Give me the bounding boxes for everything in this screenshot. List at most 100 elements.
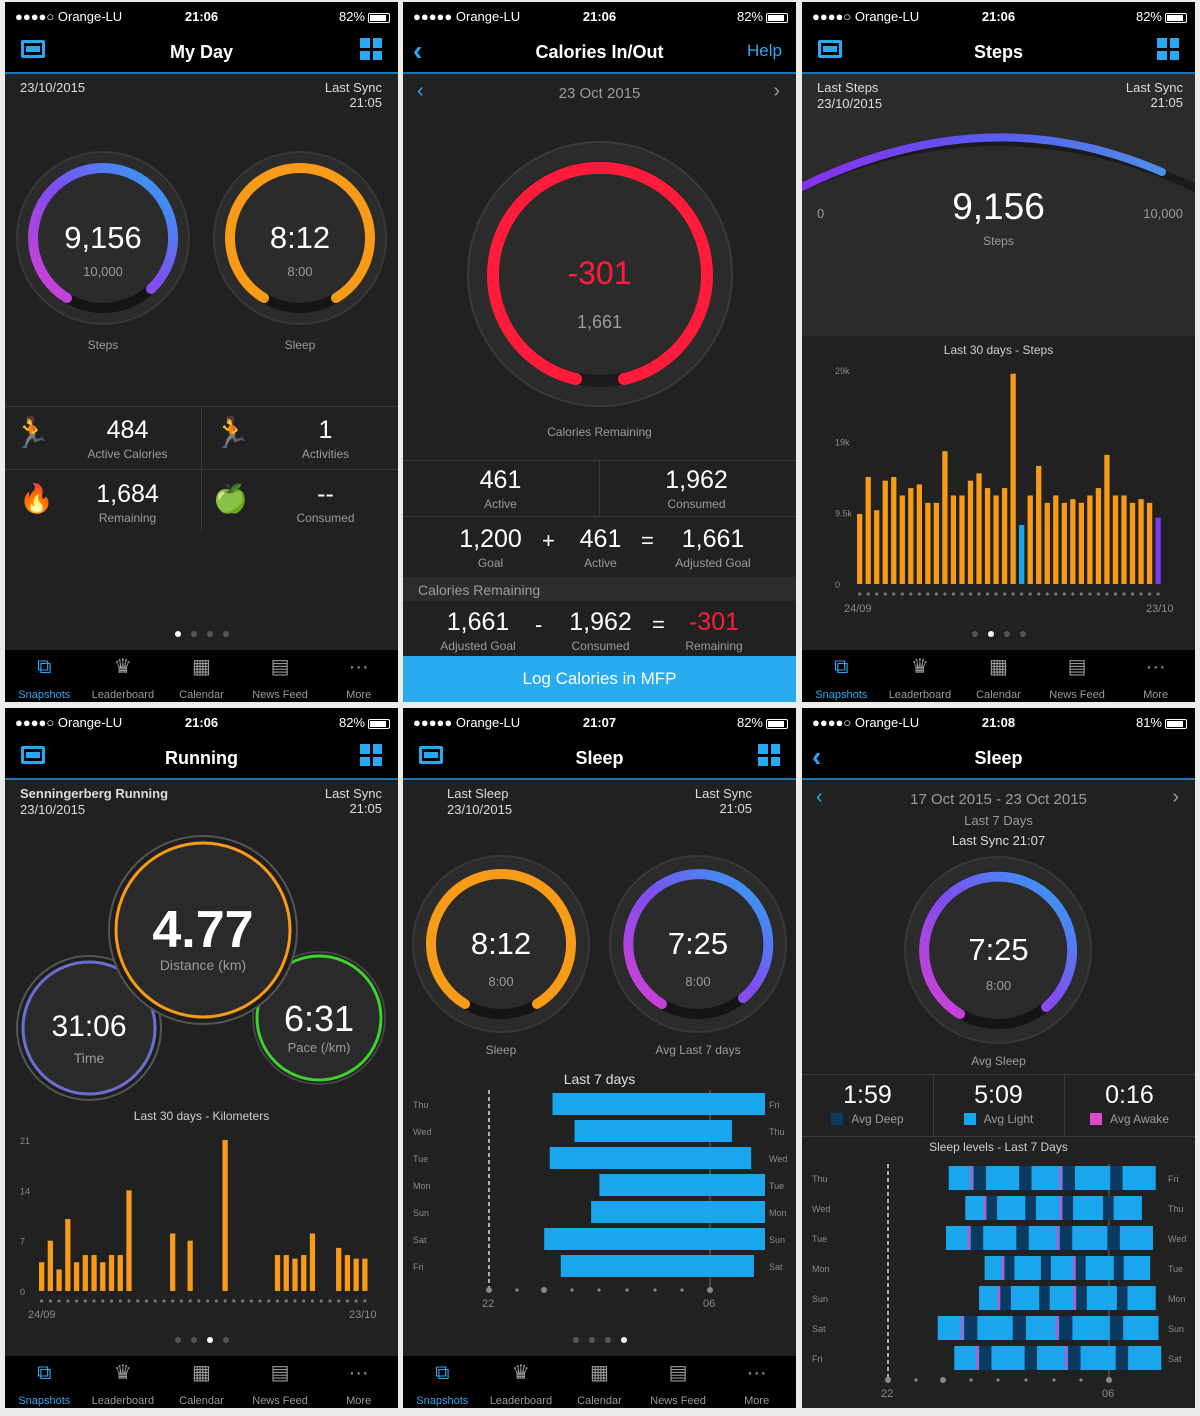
tab-leaderboard[interactable]: ♛ Leaderboard — [84, 1356, 163, 1408]
x-dot — [977, 592, 981, 596]
tab-leaderboard[interactable]: ♛ Leaderboard — [84, 650, 163, 702]
divider — [933, 1074, 934, 1136]
prev-week-icon[interactable]: ‹ — [816, 786, 823, 808]
tab-more[interactable]: ··· More — [1116, 650, 1195, 702]
x-dot — [1147, 592, 1152, 596]
activities-stat[interactable]: 1 Activities — [263, 416, 388, 461]
sleep-ring[interactable] — [225, 163, 375, 303]
remaining-arc[interactable] — [487, 161, 713, 385]
tab-more[interactable]: ··· More — [319, 650, 398, 702]
next-week-icon[interactable]: › — [1172, 786, 1179, 808]
sync-label: Last Sync 21:07 — [951, 833, 1046, 848]
deep-segment — [1107, 1226, 1120, 1250]
tab-news-feed[interactable]: ▤ News Feed — [639, 1356, 718, 1408]
sleep-label: Sleep — [284, 338, 316, 352]
divider — [802, 1074, 1195, 1075]
grid-icon[interactable] — [360, 744, 382, 766]
tab-leaderboard[interactable]: ♛ Leaderboard — [482, 1356, 561, 1408]
remaining-stat[interactable]: 1,684 Remaining — [65, 480, 190, 525]
log-calories-button[interactable]: Log Calories in MFP — [403, 656, 796, 702]
km-bar — [283, 1255, 289, 1291]
steps-bar — [891, 477, 897, 584]
more-icon: ··· — [348, 656, 369, 678]
tab-label: Calendar — [577, 1395, 622, 1407]
deep-segment — [1024, 1346, 1038, 1370]
x-dot — [206, 1299, 210, 1303]
page-indicator[interactable] — [5, 1337, 398, 1343]
inbox-icon[interactable] — [21, 746, 45, 764]
help-button[interactable]: Help — [747, 41, 782, 60]
pace-bubble[interactable] — [255, 954, 383, 1082]
grid-icon[interactable] — [1157, 38, 1179, 60]
tab-calendar[interactable]: ▦ Calendar — [162, 1356, 241, 1408]
tab-news-feed[interactable]: ▤ News Feed — [1038, 650, 1117, 702]
date: 23 Oct 2015 — [558, 85, 641, 102]
remaining-value: -301 — [567, 255, 632, 291]
x-dot — [83, 1299, 87, 1303]
tab-label: Snapshots — [18, 689, 71, 701]
x-dot — [136, 1299, 140, 1303]
avg-sleep-ring[interactable] — [919, 871, 1078, 1019]
x-end-label: 06 — [703, 1298, 715, 1310]
last-sleep-ring[interactable] — [426, 869, 576, 1009]
day-label-right: Wed — [769, 1154, 787, 1164]
tab-label: Leaderboard — [91, 689, 155, 701]
time-bubble[interactable] — [21, 960, 157, 1096]
avg-sleep-ring[interactable] — [623, 869, 774, 1009]
tab-label: Leaderboard — [489, 1395, 553, 1407]
x-start-label: 22 — [881, 1388, 893, 1400]
page-indicator[interactable] — [403, 1337, 796, 1343]
inbox-icon[interactable] — [818, 40, 842, 58]
x-start-label: 24/09 — [28, 1309, 56, 1321]
tab-more[interactable]: ··· More — [717, 1356, 796, 1408]
x-dot — [319, 1299, 323, 1303]
distance-bubble[interactable] — [114, 841, 292, 1019]
prev-day-icon[interactable]: ‹ — [417, 80, 424, 102]
tab-calendar[interactable]: ▦ Calendar — [560, 1356, 639, 1408]
active-calories-stat[interactable]: 484 Active Calories — [65, 416, 190, 461]
clock: 21:06 — [184, 715, 219, 730]
adjusted-goal-term-value: 1,661 — [446, 608, 510, 636]
page-indicator[interactable] — [5, 631, 398, 637]
tab-calendar[interactable]: ▦ Calendar — [959, 650, 1038, 702]
nav-bar: ‹ Sleep — [802, 738, 1195, 780]
tab-snapshots[interactable]: ⧉ Snapshots — [403, 1356, 482, 1408]
tab-snapshots[interactable]: ⧉ Snapshots — [802, 650, 881, 702]
deep-segment — [964, 1316, 978, 1340]
page-indicator[interactable] — [802, 631, 1195, 637]
next-day-icon[interactable]: › — [773, 80, 780, 102]
inbox-icon[interactable] — [419, 746, 443, 764]
grid-icon[interactable] — [758, 744, 780, 766]
tab-news-feed[interactable]: ▤ News Feed — [241, 1356, 320, 1408]
avg-deep-stat: 1:59 Avg Deep — [802, 1081, 933, 1126]
tab-leaderboard[interactable]: ♛ Leaderboard — [881, 650, 960, 702]
tab-more[interactable]: ··· More — [319, 1356, 398, 1408]
steps-ring[interactable] — [28, 163, 179, 303]
tab-snapshots[interactable]: ⧉ Snapshots — [5, 650, 84, 702]
battery: 82% — [737, 715, 788, 730]
tab-snapshots[interactable]: ⧉ Snapshots — [5, 1356, 84, 1408]
tab-calendar[interactable]: ▦ Calendar — [162, 650, 241, 702]
x-dot — [1106, 1377, 1112, 1383]
tab-label: Calendar — [179, 1395, 224, 1407]
steps-bar — [916, 484, 922, 584]
divider — [1064, 1074, 1065, 1136]
battery: 82% — [339, 715, 390, 730]
tab-label: News Feed — [252, 1395, 308, 1407]
x-dot — [597, 1288, 601, 1292]
x-dot — [1122, 592, 1126, 596]
inbox-icon[interactable] — [21, 40, 45, 58]
newspaper-icon: ▤ — [668, 1362, 688, 1384]
time-label: Time — [73, 1050, 105, 1066]
tab-news-feed[interactable]: ▤ News Feed — [241, 650, 320, 702]
consumed-stat[interactable]: -- Consumed — [263, 480, 388, 525]
calories-ring — [467, 141, 733, 407]
steps-bar — [1061, 502, 1067, 584]
back-icon[interactable]: ‹ — [413, 35, 423, 66]
day-label: Thu — [812, 1174, 828, 1184]
back-icon[interactable]: ‹ — [812, 741, 822, 772]
active-term-label: Active — [584, 556, 617, 570]
clock: 21:08 — [981, 715, 1016, 730]
grid-icon[interactable] — [360, 38, 382, 60]
steps-label: Steps — [87, 338, 119, 352]
